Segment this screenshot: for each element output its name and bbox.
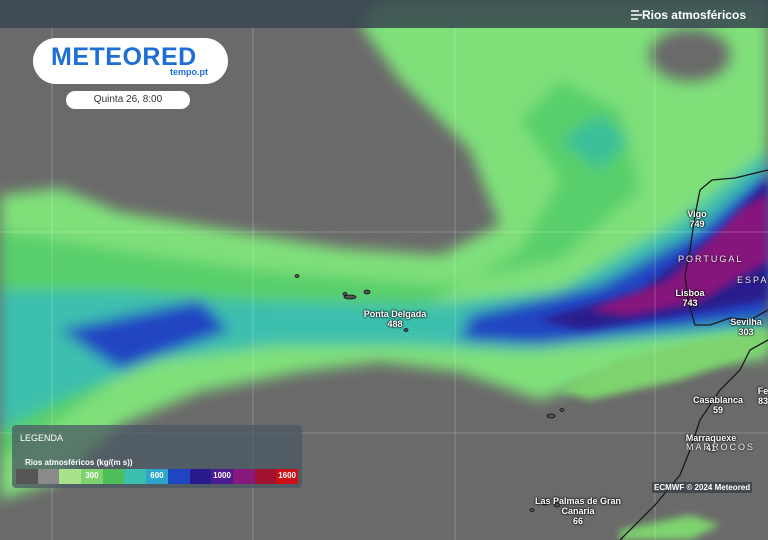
place-value: 749 xyxy=(689,219,705,229)
legend-swatch xyxy=(189,469,212,484)
time-label: Quinta 26, 8:00 xyxy=(66,91,190,109)
legend-swatch xyxy=(37,469,60,484)
legend-label: 1000 xyxy=(213,471,231,480)
legend-scale: 300 600 1000 1600 xyxy=(16,469,298,484)
place-label: Fe 83 xyxy=(758,386,768,406)
logo: METEORED tempo.pt xyxy=(33,38,228,84)
legend-swatch: 600 xyxy=(146,469,168,484)
place-name: Fe xyxy=(757,386,768,396)
place-label: Sevilha 303 xyxy=(730,317,762,337)
place-name: Sevilha xyxy=(730,317,762,327)
place-name: Ponta Delgada xyxy=(363,309,427,319)
legend-swatch xyxy=(124,469,147,484)
legend-swatch xyxy=(16,469,38,484)
layer-title[interactable]: Rios atmosféricos xyxy=(641,8,746,22)
place-name: Lisboa xyxy=(675,288,705,298)
place-label: Marraquexe 41 xyxy=(686,433,737,453)
place-name: Vigo xyxy=(687,209,707,219)
logo-brand: METEORED xyxy=(51,43,197,71)
legend-label: 300 xyxy=(85,471,99,480)
layer-icon xyxy=(631,10,642,20)
legend-swatch xyxy=(59,469,82,484)
legend-swatch: 1000 xyxy=(211,469,233,484)
legend-swatch xyxy=(254,469,277,484)
credit: ECMWF © 2024 Meteored xyxy=(652,482,753,493)
legend: LEGENDA Rios atmosféricos (kg/(m s)) 300… xyxy=(12,425,302,488)
place-value: 743 xyxy=(682,298,698,308)
legend-swatch xyxy=(102,469,125,484)
place-name: Marraquexe xyxy=(685,433,737,443)
legend-swatch: 300 xyxy=(81,469,103,484)
legend-subtitle: Rios atmosféricos (kg/(m s)) xyxy=(25,458,133,467)
place-label: Ponta Delgada 488 xyxy=(364,309,427,329)
logo-site: tempo.pt xyxy=(170,67,208,77)
legend-label: 1600 xyxy=(278,471,296,480)
place-name: Casablanca xyxy=(692,395,744,405)
top-bar: Rios atmosféricos xyxy=(0,0,768,28)
place-label: Las Palmas de Gran Canaria 66 xyxy=(528,496,628,526)
place-value: 488 xyxy=(387,319,403,329)
place-value: 66 xyxy=(572,516,583,526)
place-label: Vigo 749 xyxy=(687,209,706,229)
place-value: 41 xyxy=(705,443,716,453)
legend-swatch xyxy=(167,469,190,484)
region-label: ESPA xyxy=(737,275,768,285)
region-label: MARROCOS xyxy=(686,442,756,452)
place-label: Lisboa 743 xyxy=(675,288,704,308)
place-value: 83 xyxy=(757,396,768,406)
legend-label: 600 xyxy=(150,471,164,480)
legend-swatch xyxy=(232,469,255,484)
legend-title: LEGENDA xyxy=(20,433,64,443)
place-value: 59 xyxy=(712,405,723,415)
region-label: PORTUGAL xyxy=(678,254,744,264)
legend-swatch: 1600 xyxy=(276,469,298,484)
place-name: Las Palmas de Gran Canaria xyxy=(534,496,622,516)
place-value: 303 xyxy=(738,327,754,337)
place-label: Casablanca 59 xyxy=(693,395,743,415)
